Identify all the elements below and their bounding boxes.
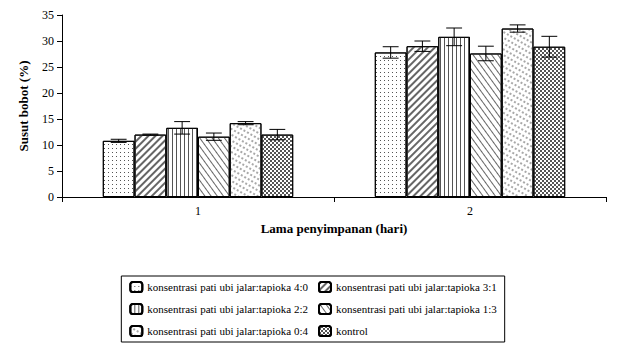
- svg-text:Susut bobot (%): Susut bobot (%): [16, 60, 31, 151]
- svg-text:15: 15: [42, 112, 54, 126]
- svg-text:20: 20: [42, 86, 54, 100]
- svg-text:10: 10: [42, 138, 54, 152]
- svg-text:35: 35: [42, 8, 54, 22]
- svg-text:2: 2: [467, 204, 473, 218]
- svg-text:konsentrasi pati ubi jalar:tap: konsentrasi pati ubi jalar:tapioka 2:2: [147, 303, 308, 315]
- svg-text:5: 5: [48, 164, 54, 178]
- svg-text:30: 30: [42, 34, 54, 48]
- svg-text:0: 0: [48, 190, 54, 204]
- svg-text:konsentrasi pati ubi jalar:tap: konsentrasi pati ubi jalar:tapioka 4:0: [147, 281, 308, 293]
- svg-text:konsentrasi pati ubi jalar:tap: konsentrasi pati ubi jalar:tapioka 0:4: [147, 325, 308, 337]
- svg-text:konsentrasi pati ubi jalar:tap: konsentrasi pati ubi jalar:tapioka 1:3: [336, 303, 497, 315]
- svg-text:konsentrasi pati ubi jalar:tap: konsentrasi pati ubi jalar:tapioka 3:1: [336, 281, 497, 293]
- svg-text:Lama penyimpanan (hari): Lama penyimpanan (hari): [261, 221, 408, 236]
- svg-text:25: 25: [42, 60, 54, 74]
- svg-text:kontrol: kontrol: [336, 325, 368, 337]
- svg-text:1: 1: [195, 204, 201, 218]
